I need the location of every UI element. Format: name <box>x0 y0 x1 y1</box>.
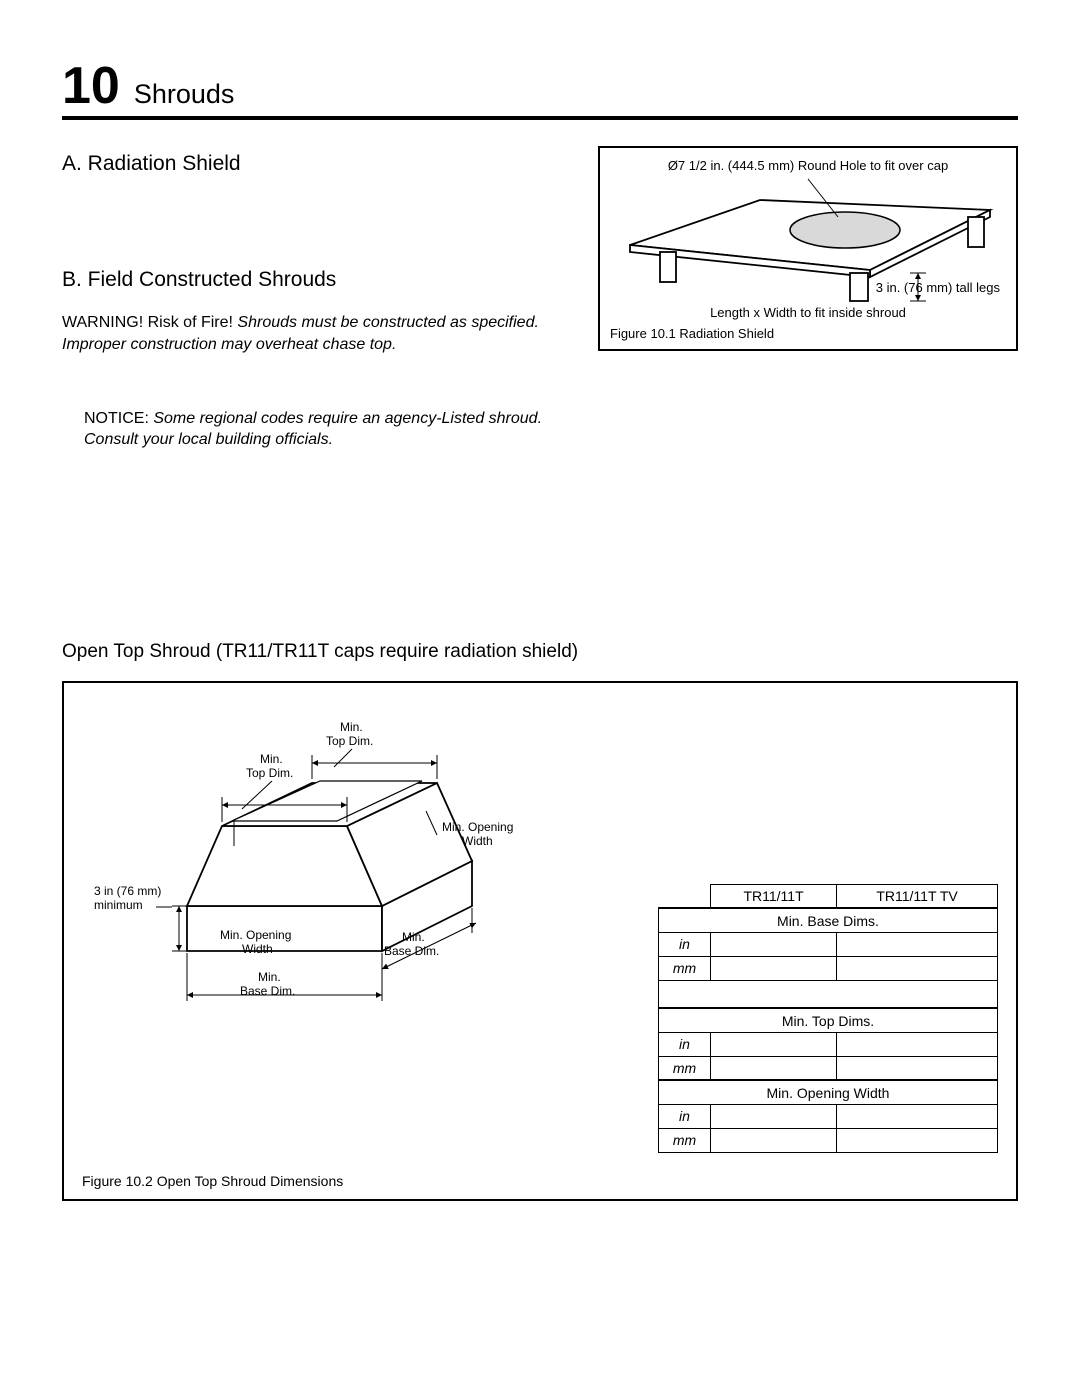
unit-mm: mm <box>659 956 711 980</box>
figure-10-2-box: Min. Top Dim. Min. Top Dim. Min. Opening… <box>62 681 1018 1201</box>
notice-lead: NOTICE: <box>84 410 153 427</box>
notice-paragraph: NOTICE: Some regional codes require an a… <box>62 409 574 451</box>
two-column-layout: A. Radiation Shield B. Field Constructed… <box>62 146 1018 451</box>
dimensions-table: TR11/11T TR11/11T TV Min. Base Dims. in … <box>658 884 998 1153</box>
svg-text:Min.: Min. <box>258 970 281 984</box>
unit-mm-2: mm <box>659 1056 711 1080</box>
section-b-heading: B. Field Constructed Shrouds <box>62 268 574 292</box>
chapter-number: 10 <box>62 60 120 112</box>
unit-in-3: in <box>659 1104 711 1128</box>
svg-text:minimum: minimum <box>94 898 143 912</box>
notice-body: Some regional codes require an agency-Li… <box>84 410 542 448</box>
svg-text:Min.: Min. <box>402 930 425 944</box>
figure-10-1-box: Ø7 1/2 in. (444.5 mm) Round Hole to fit … <box>598 146 1018 351</box>
warning-lead: WARNING! Risk of Fire! <box>62 314 237 331</box>
section-a-heading: A. Radiation Shield <box>62 152 574 176</box>
unit-in-2: in <box>659 1032 711 1056</box>
svg-text:Base Dim.: Base Dim. <box>240 984 295 998</box>
svg-text:Min. Opening: Min. Opening <box>220 928 291 942</box>
unit-in: in <box>659 932 711 956</box>
open-top-shroud-diagram: Min. Top Dim. Min. Top Dim. Min. Opening… <box>82 701 562 1021</box>
fig1-caption: Figure 10.1 Radiation Shield <box>610 326 1006 341</box>
fig2-caption: Figure 10.2 Open Top Shroud Dimensions <box>82 1173 343 1189</box>
chapter-header: 10 Shrouds <box>62 60 1018 120</box>
fig1-top-label: Ø7 1/2 in. (444.5 mm) Round Hole to fit … <box>610 158 1006 173</box>
right-column: Ø7 1/2 in. (444.5 mm) Round Hole to fit … <box>598 146 1018 451</box>
table-sec1: Min. Base Dims. <box>659 908 998 932</box>
table-col2: TR11/11T TV <box>837 884 998 908</box>
fig1-fit-label: Length x Width to fit inside shroud <box>610 305 1006 320</box>
svg-text:Min.: Min. <box>340 720 363 734</box>
svg-text:3 in (76 mm): 3 in (76 mm) <box>94 884 161 898</box>
table-sec2: Min. Top Dims. <box>659 1008 998 1032</box>
table-sec3: Min. Opening Width <box>659 1080 998 1104</box>
svg-text:Top Dim.: Top Dim. <box>326 734 373 748</box>
table-col1: TR11/11T <box>711 884 837 908</box>
svg-text:Base Dim.: Base Dim. <box>384 944 439 958</box>
svg-text:Top Dim.: Top Dim. <box>246 766 293 780</box>
open-top-shroud-subhead: Open Top Shroud (TR11/TR11T caps require… <box>62 641 1018 663</box>
svg-text:Min.: Min. <box>260 752 283 766</box>
unit-mm-3: mm <box>659 1128 711 1152</box>
warning-paragraph: WARNING! Risk of Fire! Shrouds must be c… <box>62 312 574 355</box>
chapter-title: Shrouds <box>134 79 235 110</box>
svg-text:Width: Width <box>462 834 493 848</box>
svg-text:Width: Width <box>242 942 273 956</box>
left-column: A. Radiation Shield B. Field Constructed… <box>62 146 574 451</box>
svg-text:Min. Opening: Min. Opening <box>442 820 513 834</box>
